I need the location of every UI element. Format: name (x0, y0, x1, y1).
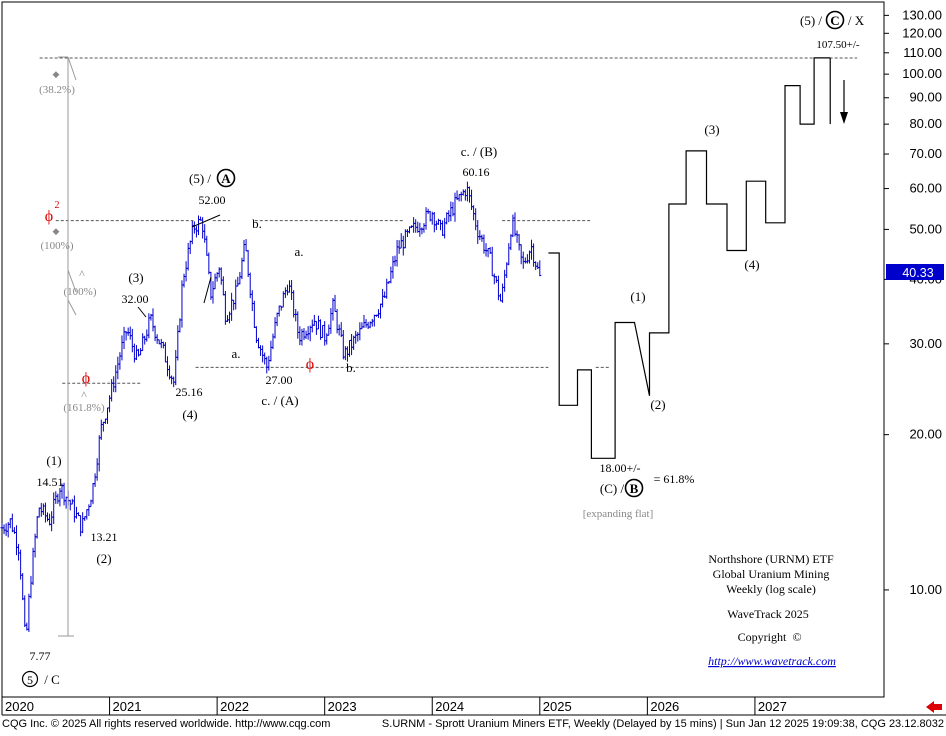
footer-left-text: CQG Inc. © 2025 All rights reserved worl… (2, 718, 331, 730)
projected-down-arrow (840, 80, 848, 124)
phi-symbol-left: ϕ (82, 370, 90, 387)
circle-c-text: C (830, 13, 839, 28)
chart-scale-note: Weekly (log scale) (726, 582, 816, 596)
low-2020-value: 7.77 (30, 649, 51, 663)
wave-1-label: (1) (46, 453, 61, 468)
fib-100-label-b: (100%) (64, 286, 97, 298)
wave-labels: 7.77 5 / C (1) 14.51 13.21 (2) (3) 32.00… (21, 10, 865, 688)
a-label-upper: a. (294, 244, 303, 259)
x-tick-label: 2022 (220, 699, 249, 714)
chart-title: Northshore (URNM) ETF (708, 552, 834, 566)
phi-symbol-mid: ϕ (306, 356, 314, 373)
circle-a-marker (216, 168, 236, 188)
fib-ladder: ◆ ◆ (38.2%) (100%) ^ (100%) ^ (161.8%) ϕ… (39, 56, 314, 637)
y-tick-label: 70.00 (909, 146, 942, 161)
circle-a-text: A (221, 171, 231, 186)
current-price-tag: 40.33 (886, 264, 944, 280)
circle-c-marker (825, 10, 845, 30)
proj-wave-3: (3) (704, 122, 719, 137)
current-price-value: 40.33 (902, 266, 933, 280)
proj-wave-4: (4) (744, 257, 759, 272)
fib-caret-2: ^ (81, 388, 87, 402)
x-axis: 2020 2021 2022 2023 2024 2025 2026 2027 (1, 697, 787, 715)
url-link[interactable]: http://www.wavetrack.com (708, 654, 836, 668)
c-c-label: (C) / (600, 481, 625, 496)
value-18: 18.00+/- (599, 461, 640, 475)
brand-label: WaveTrack 2025 (727, 607, 809, 621)
c-a-label: c. / (A) (261, 393, 298, 408)
y-tick-label: 30.00 (909, 336, 942, 351)
fib-618-label: = 61.8% (654, 472, 695, 486)
wave-1-value: 14.51 (37, 475, 64, 489)
expanding-flat-label: [expanding flat] (583, 508, 654, 520)
chart-subtitle: Global Uranium Mining (713, 567, 830, 581)
x-tick-label: 2023 (328, 699, 357, 714)
b-label-lower: b. (346, 360, 356, 375)
y-tick-label: 20.00 (909, 427, 942, 442)
fib-1618-label: (161.8%) (63, 402, 105, 414)
a-label-lower: a. (231, 346, 240, 361)
plot-frame (1, 1, 885, 698)
wave-3-value: 32.00 (122, 292, 149, 306)
x-tick-label: 2026 (650, 699, 679, 714)
y-tick-label: 90.00 (909, 90, 942, 105)
wave-4-value: 25.16 (176, 385, 203, 399)
phi2-symbol: ϕ (45, 208, 53, 225)
circle-5-text: 5 (27, 673, 33, 687)
proj-wave-1: (1) (630, 289, 645, 304)
y-tick-label: 110.00 (903, 45, 942, 60)
info-block: Northshore (URNM) ETF Global Uranium Min… (708, 552, 836, 668)
phi2-superscript: 2 (55, 200, 60, 211)
y-axis: 130.00 120.00 110.00 100.00 90.00 80.00 70.00 6… (884, 7, 942, 597)
wave-2-label: (2) (96, 551, 111, 566)
fib-diamond-top: ◆ (53, 69, 60, 79)
x-tick-label: 2021 (113, 699, 142, 714)
x-tick-label: 2027 (758, 699, 787, 714)
proj-wave-2: (2) (650, 397, 665, 412)
footer-right-text: S.URNM - Sprott Uranium Miners ETF, Week… (381, 718, 944, 730)
wave-2-value: 13.21 (91, 530, 118, 544)
value-27: 27.00 (266, 373, 293, 387)
wave-4-label: (4) (182, 407, 197, 422)
y-tick-label: 80.00 (909, 116, 942, 131)
wave-5-label: (5) / (189, 171, 211, 186)
x-tick-label: 2020 (5, 699, 34, 714)
top-wave-suffix: / X (848, 13, 865, 28)
b-label-upper: b. (252, 216, 262, 231)
x-tick-label: 2024 (435, 699, 464, 714)
y-tick-label: 120.00 (902, 25, 942, 40)
y-tick-label: 60.00 (909, 181, 942, 196)
fib-diamond-mid: ◆ (53, 226, 60, 236)
x-tick-label: 2025 (543, 699, 572, 714)
slash-c-label: / C (44, 672, 60, 687)
c-b-label: c. / (B) (461, 144, 497, 159)
value-60: 60.16 (463, 165, 490, 179)
scroll-right-arrow-icon[interactable] (926, 701, 942, 713)
y-tick-label: 130.00 (902, 7, 942, 22)
circle-b-marker (624, 478, 644, 498)
wave-3-label: (3) (128, 270, 143, 285)
fib-382-label: (38.2%) (39, 84, 75, 96)
top-wave-label: (5) / (800, 13, 822, 28)
circle-5-marker (21, 670, 39, 688)
copyright-label: Copyright (738, 630, 787, 644)
target-top-value: 107.50+/- (816, 39, 860, 51)
copyright-icon: © (792, 630, 801, 644)
projection-line (548, 57, 831, 459)
ohlc-bars (0, 181, 542, 633)
projection-path (548, 57, 831, 459)
y-tick-label: 100.00 (902, 66, 942, 81)
y-tick-label: 50.00 (909, 221, 942, 236)
fib-100-label-a: (100%) (41, 240, 74, 252)
fib-caret-1: ^ (79, 267, 85, 281)
y-tick-label: 10.00 (909, 582, 942, 597)
wave-5-value: 52.00 (199, 193, 226, 207)
reference-lines (39, 57, 858, 384)
circle-b-text: B (630, 481, 639, 496)
